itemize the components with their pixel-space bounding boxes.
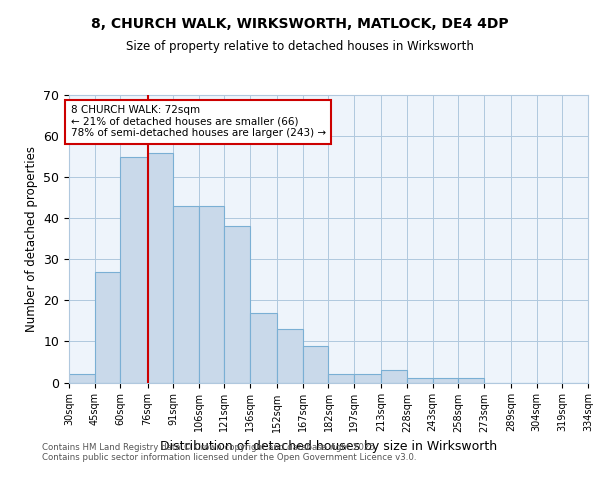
Y-axis label: Number of detached properties: Number of detached properties [25, 146, 38, 332]
Bar [173, 206, 199, 382]
Bar [148, 152, 173, 382]
Bar [199, 206, 224, 382]
Bar [407, 378, 433, 382]
X-axis label: Distribution of detached houses by size in Wirksworth: Distribution of detached houses by size … [160, 440, 497, 453]
Bar [329, 374, 354, 382]
Bar [69, 374, 95, 382]
Bar [120, 156, 148, 382]
Bar [95, 272, 120, 382]
Bar [458, 378, 484, 382]
Bar [433, 378, 458, 382]
Bar [303, 346, 329, 383]
Text: Size of property relative to detached houses in Wirksworth: Size of property relative to detached ho… [126, 40, 474, 53]
Bar [277, 329, 303, 382]
Text: 8, CHURCH WALK, WIRKSWORTH, MATLOCK, DE4 4DP: 8, CHURCH WALK, WIRKSWORTH, MATLOCK, DE4… [91, 18, 509, 32]
Bar [224, 226, 250, 382]
Bar [382, 370, 407, 382]
Text: 8 CHURCH WALK: 72sqm
← 21% of detached houses are smaller (66)
78% of semi-detac: 8 CHURCH WALK: 72sqm ← 21% of detached h… [71, 106, 326, 138]
Bar [250, 312, 277, 382]
Text: Contains HM Land Registry data © Crown copyright and database right 2025.
Contai: Contains HM Land Registry data © Crown c… [42, 442, 416, 462]
Bar [354, 374, 382, 382]
